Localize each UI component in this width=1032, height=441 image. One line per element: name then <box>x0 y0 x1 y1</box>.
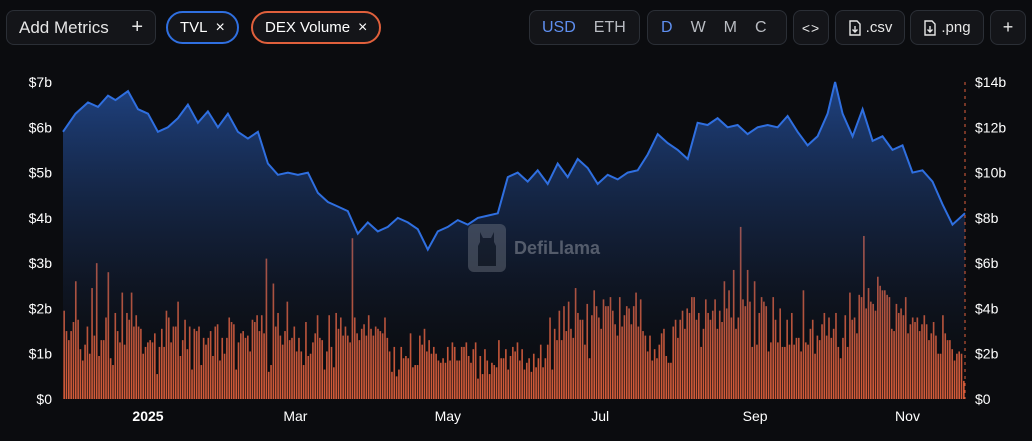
left-axis-labels: $0 $1b $2b $3b $4b $5b $6b $7b <box>29 74 53 407</box>
png-label: .png <box>941 19 971 36</box>
llama-logo-icon <box>468 224 506 272</box>
x-axis-tick-label: 2025 <box>132 408 163 424</box>
left-axis-tick-label: $2b <box>29 300 53 316</box>
left-axis-tick-label: $7b <box>29 74 53 90</box>
watermark-text: DefiLlama <box>514 237 601 258</box>
period-option-cumulative[interactable]: C <box>755 18 767 36</box>
left-axis-tick-label: $4b <box>29 210 53 226</box>
currency-option-usd[interactable]: USD <box>542 18 576 36</box>
right-axis-tick-label: $4b <box>975 300 999 316</box>
watermark: DefiLlama <box>468 224 600 272</box>
right-axis-labels: $0 $2b $4b $6b $8b $10b $12b $14b <box>975 74 1006 407</box>
tvl-metric-pill[interactable]: TVL × <box>166 11 239 44</box>
right-axis-tick-label: $2b <box>975 346 999 362</box>
period-option-weekly[interactable]: W <box>690 18 706 36</box>
chart-toolbar: Add Metrics + TVL × DEX Volume × USD ETH… <box>0 0 1032 56</box>
png-download-button[interactable]: .png <box>910 10 984 45</box>
csv-download-button[interactable]: .csv <box>835 10 905 45</box>
image-download-icon <box>924 19 937 36</box>
currency-toggle: USD ETH <box>529 10 640 45</box>
plus-icon: + <box>131 16 143 38</box>
tvl-line <box>62 81 966 252</box>
right-axis-tick-label: $0 <box>975 391 991 407</box>
left-axis-tick-label: $1b <box>29 346 53 362</box>
x-axis-labels: 2025 Mar May Jul Sep Nov <box>132 408 920 424</box>
dex-volume-metric-pill[interactable]: DEX Volume × <box>251 11 382 44</box>
file-download-icon <box>848 19 861 36</box>
tvl-area-fill <box>63 82 965 399</box>
left-axis-tick-label: $3b <box>29 255 53 271</box>
remove-tvl-icon[interactable]: × <box>215 18 225 36</box>
currency-option-eth[interactable]: ETH <box>593 18 626 36</box>
right-axis-tick-label: $8b <box>975 210 999 226</box>
remove-dex-volume-icon[interactable]: × <box>358 18 368 36</box>
period-option-daily[interactable]: D <box>661 18 673 36</box>
embed-icon: <> <box>801 19 821 36</box>
right-axis-tick-label: $6b <box>975 255 999 271</box>
left-axis-tick-label: $6b <box>29 119 53 135</box>
left-axis-tick-label: $5b <box>29 165 53 181</box>
dex-volume-pill-label: DEX Volume <box>265 19 351 36</box>
x-axis-tick-label: May <box>435 408 461 424</box>
right-axis-tick-label: $10b <box>975 165 1006 181</box>
add-metrics-label: Add Metrics <box>19 17 109 37</box>
embed-button[interactable]: <> <box>793 10 829 45</box>
period-option-monthly[interactable]: M <box>723 18 737 36</box>
add-metrics-button[interactable]: Add Metrics + <box>6 10 156 45</box>
right-axis-tick-label: $14b <box>975 74 1006 90</box>
left-axis-tick-label: $0 <box>36 391 52 407</box>
tvl-pill-label: TVL <box>180 19 208 36</box>
period-toggle: D W M C <box>647 10 787 45</box>
add-icon: + <box>1002 17 1014 37</box>
x-axis-tick-label: Mar <box>283 408 307 424</box>
x-axis-tick-label: Jul <box>591 408 609 424</box>
x-axis-tick-label: Sep <box>743 408 768 424</box>
add-chart-button[interactable]: + <box>990 10 1026 45</box>
right-axis-tick-label: $12b <box>975 119 1006 135</box>
x-axis-tick-label: Nov <box>895 408 920 424</box>
csv-label: .csv <box>865 19 893 36</box>
